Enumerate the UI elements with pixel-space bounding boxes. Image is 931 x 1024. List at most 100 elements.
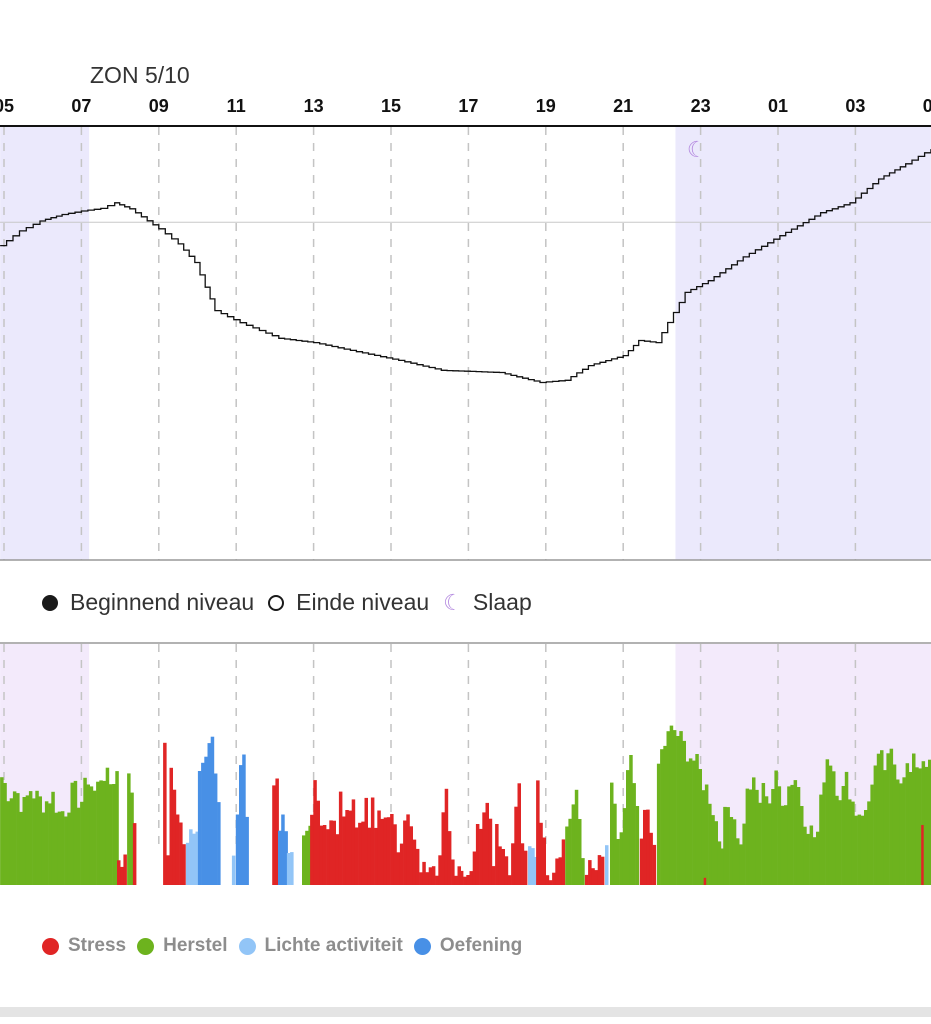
legend-label: Einde niveau: [296, 589, 430, 615]
bar-herstel: [688, 758, 693, 885]
bar-herstel: [729, 817, 734, 885]
bar-stress: [386, 817, 391, 885]
bar-stress: [703, 877, 707, 885]
bar-stress: [166, 855, 170, 885]
bar-oefening: [235, 814, 240, 885]
moon-icon: ☾: [443, 589, 463, 615]
bar-herstel: [822, 782, 826, 885]
bar-herstel: [784, 805, 788, 885]
bar-herstel: [89, 786, 94, 885]
legend-label: Oefening: [439, 935, 523, 956]
bar-stress: [438, 855, 442, 885]
bar-herstel: [32, 798, 36, 885]
bar-herstel: [613, 803, 617, 885]
legend-label: Lichte activiteit: [264, 935, 403, 956]
x-tick-label: 23: [691, 96, 711, 116]
bar-herstel: [915, 767, 919, 885]
bar-stress: [441, 812, 445, 885]
x-tick-label: 19: [536, 96, 556, 116]
bar-herstel: [629, 755, 633, 885]
bar-herstel: [732, 819, 737, 885]
bar-stress: [548, 880, 553, 885]
bar-stress: [120, 866, 124, 885]
bar-herstel: [695, 754, 699, 885]
bar-herstel: [870, 784, 874, 885]
bar-herstel: [892, 764, 897, 885]
bar-herstel: [714, 821, 718, 885]
bar-herstel: [305, 830, 309, 885]
bar-herstel: [761, 783, 766, 885]
bar-stress: [495, 824, 499, 885]
bar-herstel: [565, 826, 569, 885]
bar-herstel: [803, 826, 807, 885]
bar-herstel: [889, 748, 894, 885]
bar-stress: [425, 872, 429, 885]
bar-herstel: [130, 792, 134, 885]
bar-herstel: [742, 823, 746, 885]
bar-oefening: [278, 830, 282, 885]
bar-stress: [354, 827, 359, 885]
legend-label: Stress: [68, 935, 127, 956]
bar-herstel: [787, 786, 791, 885]
bar-stress: [457, 866, 461, 885]
bar-stress: [422, 861, 426, 885]
bar-herstel: [57, 811, 62, 885]
bar-herstel: [16, 793, 20, 885]
bar-herstel: [780, 805, 785, 885]
bar-stress: [539, 822, 543, 885]
bar-stress: [367, 827, 372, 885]
oefening-dot-icon: [413, 937, 431, 955]
bar-herstel: [578, 819, 582, 885]
bar-stress: [348, 810, 352, 885]
bar-herstel: [905, 763, 910, 885]
legend-beginnend: Beginnend niveau: [42, 589, 254, 616]
bar-stress: [514, 806, 518, 885]
bar-herstel: [626, 770, 630, 885]
bar-oefening: [201, 762, 205, 885]
bar-herstel: [619, 832, 624, 885]
footer-divider: [0, 1007, 931, 1017]
bar-stress: [555, 858, 559, 885]
bar-stress: [523, 850, 528, 885]
bar-herstel: [880, 750, 884, 885]
x-tick-label: 05: [0, 96, 14, 116]
bar-herstel: [924, 766, 929, 885]
bar-herstel: [663, 745, 667, 885]
x-tick-label: 05: [923, 96, 931, 116]
bar-herstel: [115, 771, 119, 885]
bar-oefening: [242, 754, 246, 885]
open-circle-icon: [268, 594, 285, 611]
bar-stress: [370, 797, 375, 885]
legend-label: Beginnend niveau: [70, 589, 255, 615]
bar-herstel: [918, 768, 922, 885]
bar-stress: [313, 780, 317, 885]
bar-herstel: [83, 777, 87, 885]
bar-stress: [435, 875, 439, 885]
bar-stress: [643, 809, 647, 885]
bar-stress: [597, 855, 602, 885]
bar-licht: [189, 829, 193, 885]
bar-herstel: [9, 798, 14, 885]
bar-herstel: [720, 848, 724, 885]
bar-herstel: [6, 801, 10, 885]
bar-herstel: [44, 801, 49, 885]
bar-herstel: [73, 780, 78, 885]
x-tick-label: 15: [381, 96, 401, 116]
bar-oefening: [213, 773, 218, 885]
bar-herstel: [48, 803, 52, 885]
bar-herstel: [809, 825, 814, 885]
bar-herstel: [3, 783, 7, 885]
bar-licht: [231, 855, 236, 885]
bar-stress: [485, 802, 489, 885]
bar-herstel: [616, 839, 620, 885]
bar-herstel: [38, 796, 42, 885]
bar-oefening: [210, 736, 215, 885]
bar-herstel: [12, 791, 17, 885]
bar-licht: [286, 853, 291, 885]
bar-herstel: [864, 810, 868, 885]
bar-stress: [545, 875, 550, 885]
bar-oefening: [207, 743, 211, 885]
bar-herstel: [819, 794, 823, 885]
bar-stress: [588, 860, 592, 885]
x-tick-label: 03: [845, 96, 865, 116]
